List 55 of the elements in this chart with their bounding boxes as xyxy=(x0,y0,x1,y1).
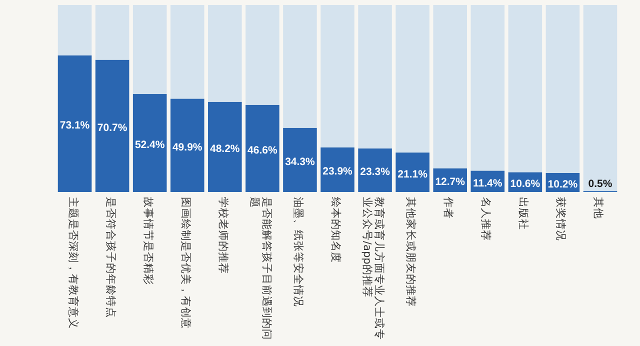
bar xyxy=(283,128,317,192)
bar xyxy=(246,5,280,105)
bar xyxy=(283,5,317,128)
bar xyxy=(246,104,280,192)
bar xyxy=(396,152,430,192)
bar xyxy=(358,148,392,192)
text: 34.3% xyxy=(285,156,315,168)
bar xyxy=(95,60,130,192)
text: 10.6% xyxy=(510,178,540,190)
x-tick-label: 出版社 xyxy=(517,197,530,230)
x-tick-label: 其他 xyxy=(592,197,606,219)
bar xyxy=(208,102,242,192)
text: 10.2% xyxy=(548,178,578,190)
x-tick-label: 绘本的知名度 xyxy=(330,197,342,263)
bar xyxy=(320,147,354,192)
x-tick-label: 是否能解答孩子目前遇到的问题 xyxy=(248,197,274,340)
x-tick-label: 主题是否深刻，有教育意义 xyxy=(66,197,80,329)
text: 70.7% xyxy=(97,122,128,134)
x-tick-label: 名人推荐 xyxy=(480,197,493,241)
text: 73.1% xyxy=(60,120,90,132)
bar xyxy=(358,5,392,148)
bar xyxy=(546,5,580,173)
bar xyxy=(433,5,467,168)
bar xyxy=(583,5,618,192)
x-tick-label: 获奖情况 xyxy=(554,197,568,241)
text: 23.9% xyxy=(322,166,352,178)
x-tick-label: 其他家长或朋友的推荐 xyxy=(404,197,418,307)
x-tick-label: 故事情节是否精彩 xyxy=(142,197,155,285)
bar xyxy=(58,55,92,192)
x-tick-label: 教育或育儿方面专业人士或专业公众号/app的推荐 xyxy=(361,197,386,340)
bar xyxy=(170,5,204,99)
bar xyxy=(170,98,204,192)
x-tick-label: 图画绘制是否优美，有创意 xyxy=(179,197,192,329)
bar xyxy=(132,5,167,94)
text: 12.7% xyxy=(435,176,465,188)
x-tick-label: 作者 xyxy=(442,196,456,219)
bar xyxy=(396,5,430,153)
text: 0.5% xyxy=(588,178,612,190)
text: 46.6% xyxy=(248,144,278,156)
bar xyxy=(470,5,505,171)
text: 48.2% xyxy=(210,142,240,155)
bar xyxy=(95,5,130,60)
x-tick-label: 油墨、纸张等安全情况 xyxy=(292,197,305,307)
bar xyxy=(208,5,242,102)
bar xyxy=(320,5,354,148)
bar xyxy=(508,5,542,172)
text: 11.4% xyxy=(473,177,502,190)
bar xyxy=(58,5,92,56)
text: 52.4% xyxy=(134,139,165,152)
text: 23.3% xyxy=(360,166,390,178)
x-tick-label: 是否符合孩子的年龄特点 xyxy=(104,197,118,318)
bar xyxy=(132,94,167,192)
text: 49.9% xyxy=(172,141,202,154)
x-tick-label: 学校老师的推荐 xyxy=(216,197,230,274)
text: 21.1% xyxy=(398,168,428,180)
